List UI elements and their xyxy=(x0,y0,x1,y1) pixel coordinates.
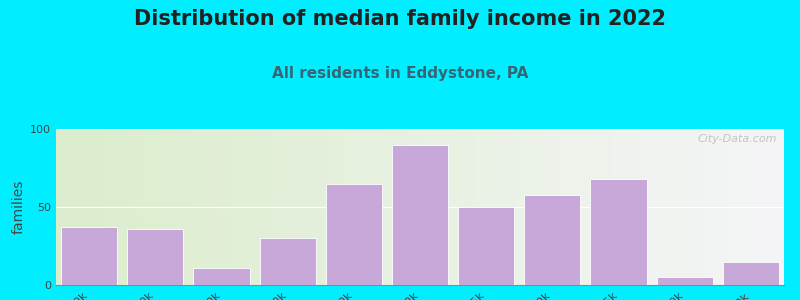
Bar xyxy=(590,179,646,285)
Bar xyxy=(458,207,514,285)
Bar xyxy=(722,262,779,285)
Bar xyxy=(127,229,183,285)
Bar xyxy=(524,194,581,285)
Bar xyxy=(392,145,448,285)
Bar xyxy=(657,277,713,285)
Text: City-Data.com: City-Data.com xyxy=(698,134,777,144)
Bar xyxy=(259,238,316,285)
Text: All residents in Eddystone, PA: All residents in Eddystone, PA xyxy=(272,66,528,81)
Bar xyxy=(194,268,250,285)
Bar xyxy=(61,227,118,285)
Y-axis label: families: families xyxy=(12,180,26,234)
Bar xyxy=(326,184,382,285)
Text: Distribution of median family income in 2022: Distribution of median family income in … xyxy=(134,9,666,29)
